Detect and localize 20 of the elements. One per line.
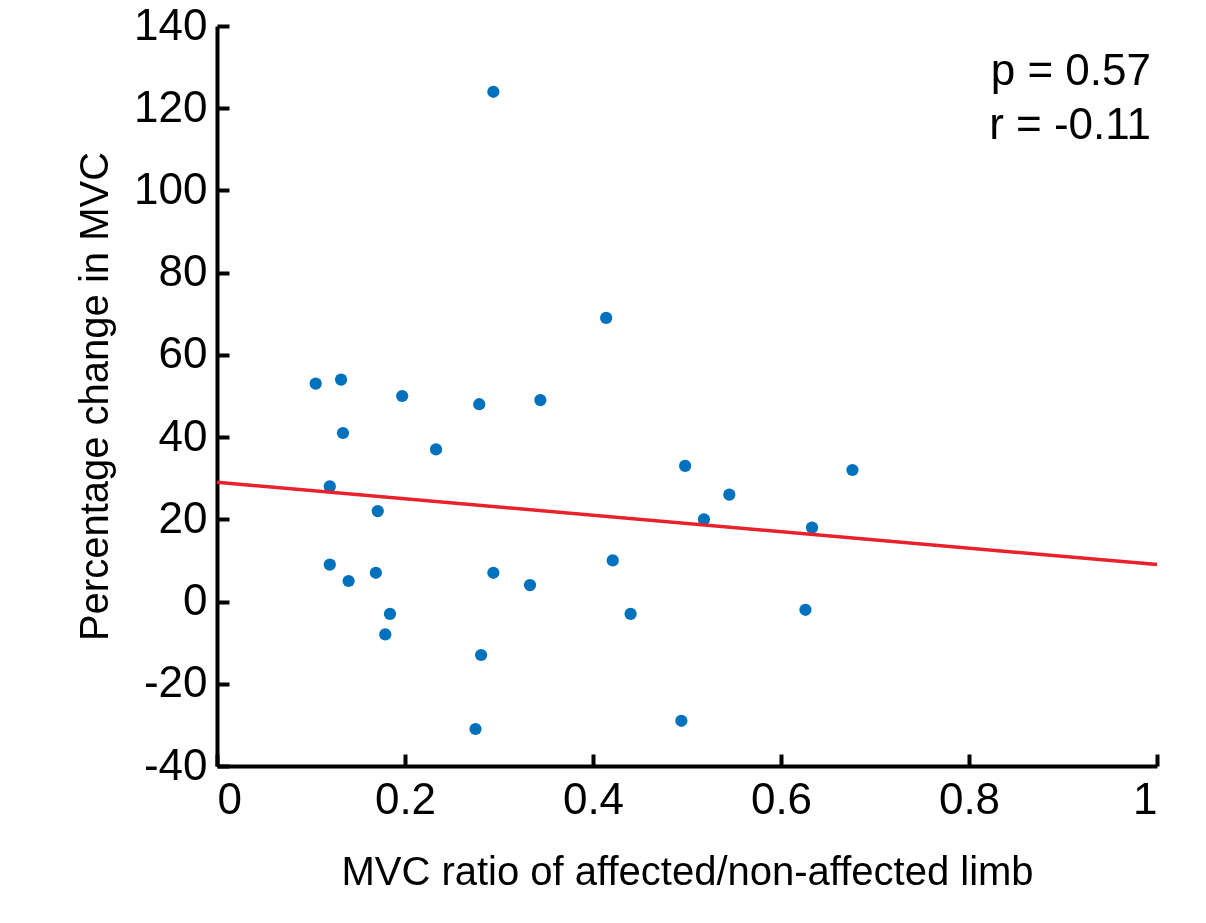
y-tick-label: 120 <box>134 81 208 131</box>
y-tick-label: 140 <box>134 0 208 49</box>
x-tick-label: 0.8 <box>938 773 1001 823</box>
y-axis-title: Percentage change in MVC <box>72 151 117 642</box>
x-tick-label: 0.4 <box>562 773 625 823</box>
x-tick-label: 1 <box>1133 773 1158 823</box>
annotation: r = -0.11 <box>989 99 1151 148</box>
x-axis-title: MVC ratio of affected/non-affected limb <box>341 848 1034 893</box>
y-tick-label: -20 <box>143 657 208 707</box>
x-tick-label: 0 <box>217 773 242 823</box>
x-tick-label: 0.2 <box>374 773 437 823</box>
y-tick-label: 0 <box>183 575 208 625</box>
annotation: p = 0.57 <box>990 45 1151 94</box>
y-tick-label: 60 <box>158 328 208 378</box>
y-tick-label: -40 <box>143 739 208 789</box>
y-tick-label: 40 <box>158 410 208 460</box>
y-tick-label: 20 <box>158 492 208 542</box>
y-tick-label: 80 <box>158 246 208 296</box>
x-tick-label: 0.6 <box>750 773 813 823</box>
y-tick-label: 100 <box>134 163 208 213</box>
